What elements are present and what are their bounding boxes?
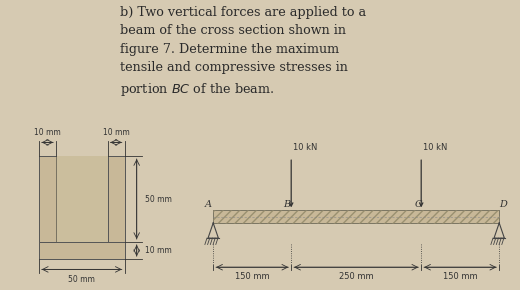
Text: 50 mm: 50 mm bbox=[145, 195, 172, 204]
Text: 10 mm: 10 mm bbox=[145, 246, 172, 255]
Polygon shape bbox=[39, 156, 56, 242]
Text: 250 mm: 250 mm bbox=[339, 272, 373, 281]
Text: D: D bbox=[499, 200, 508, 209]
Text: C: C bbox=[415, 200, 422, 209]
Text: 10 mm: 10 mm bbox=[34, 128, 61, 137]
Text: 150 mm: 150 mm bbox=[235, 272, 269, 281]
Text: 150 mm: 150 mm bbox=[443, 272, 477, 281]
Polygon shape bbox=[39, 242, 125, 259]
Polygon shape bbox=[56, 156, 108, 242]
Text: b) Two vertical forces are applied to a
beam of the cross section shown in
figur: b) Two vertical forces are applied to a … bbox=[120, 6, 366, 98]
Polygon shape bbox=[108, 156, 125, 242]
Text: 10 mm: 10 mm bbox=[103, 128, 129, 137]
Polygon shape bbox=[213, 210, 499, 223]
Text: 50 mm: 50 mm bbox=[68, 275, 95, 284]
Text: 10 kN: 10 kN bbox=[293, 143, 318, 152]
Text: B: B bbox=[283, 200, 291, 209]
Text: 10 kN: 10 kN bbox=[423, 143, 448, 152]
Text: A: A bbox=[204, 200, 212, 209]
